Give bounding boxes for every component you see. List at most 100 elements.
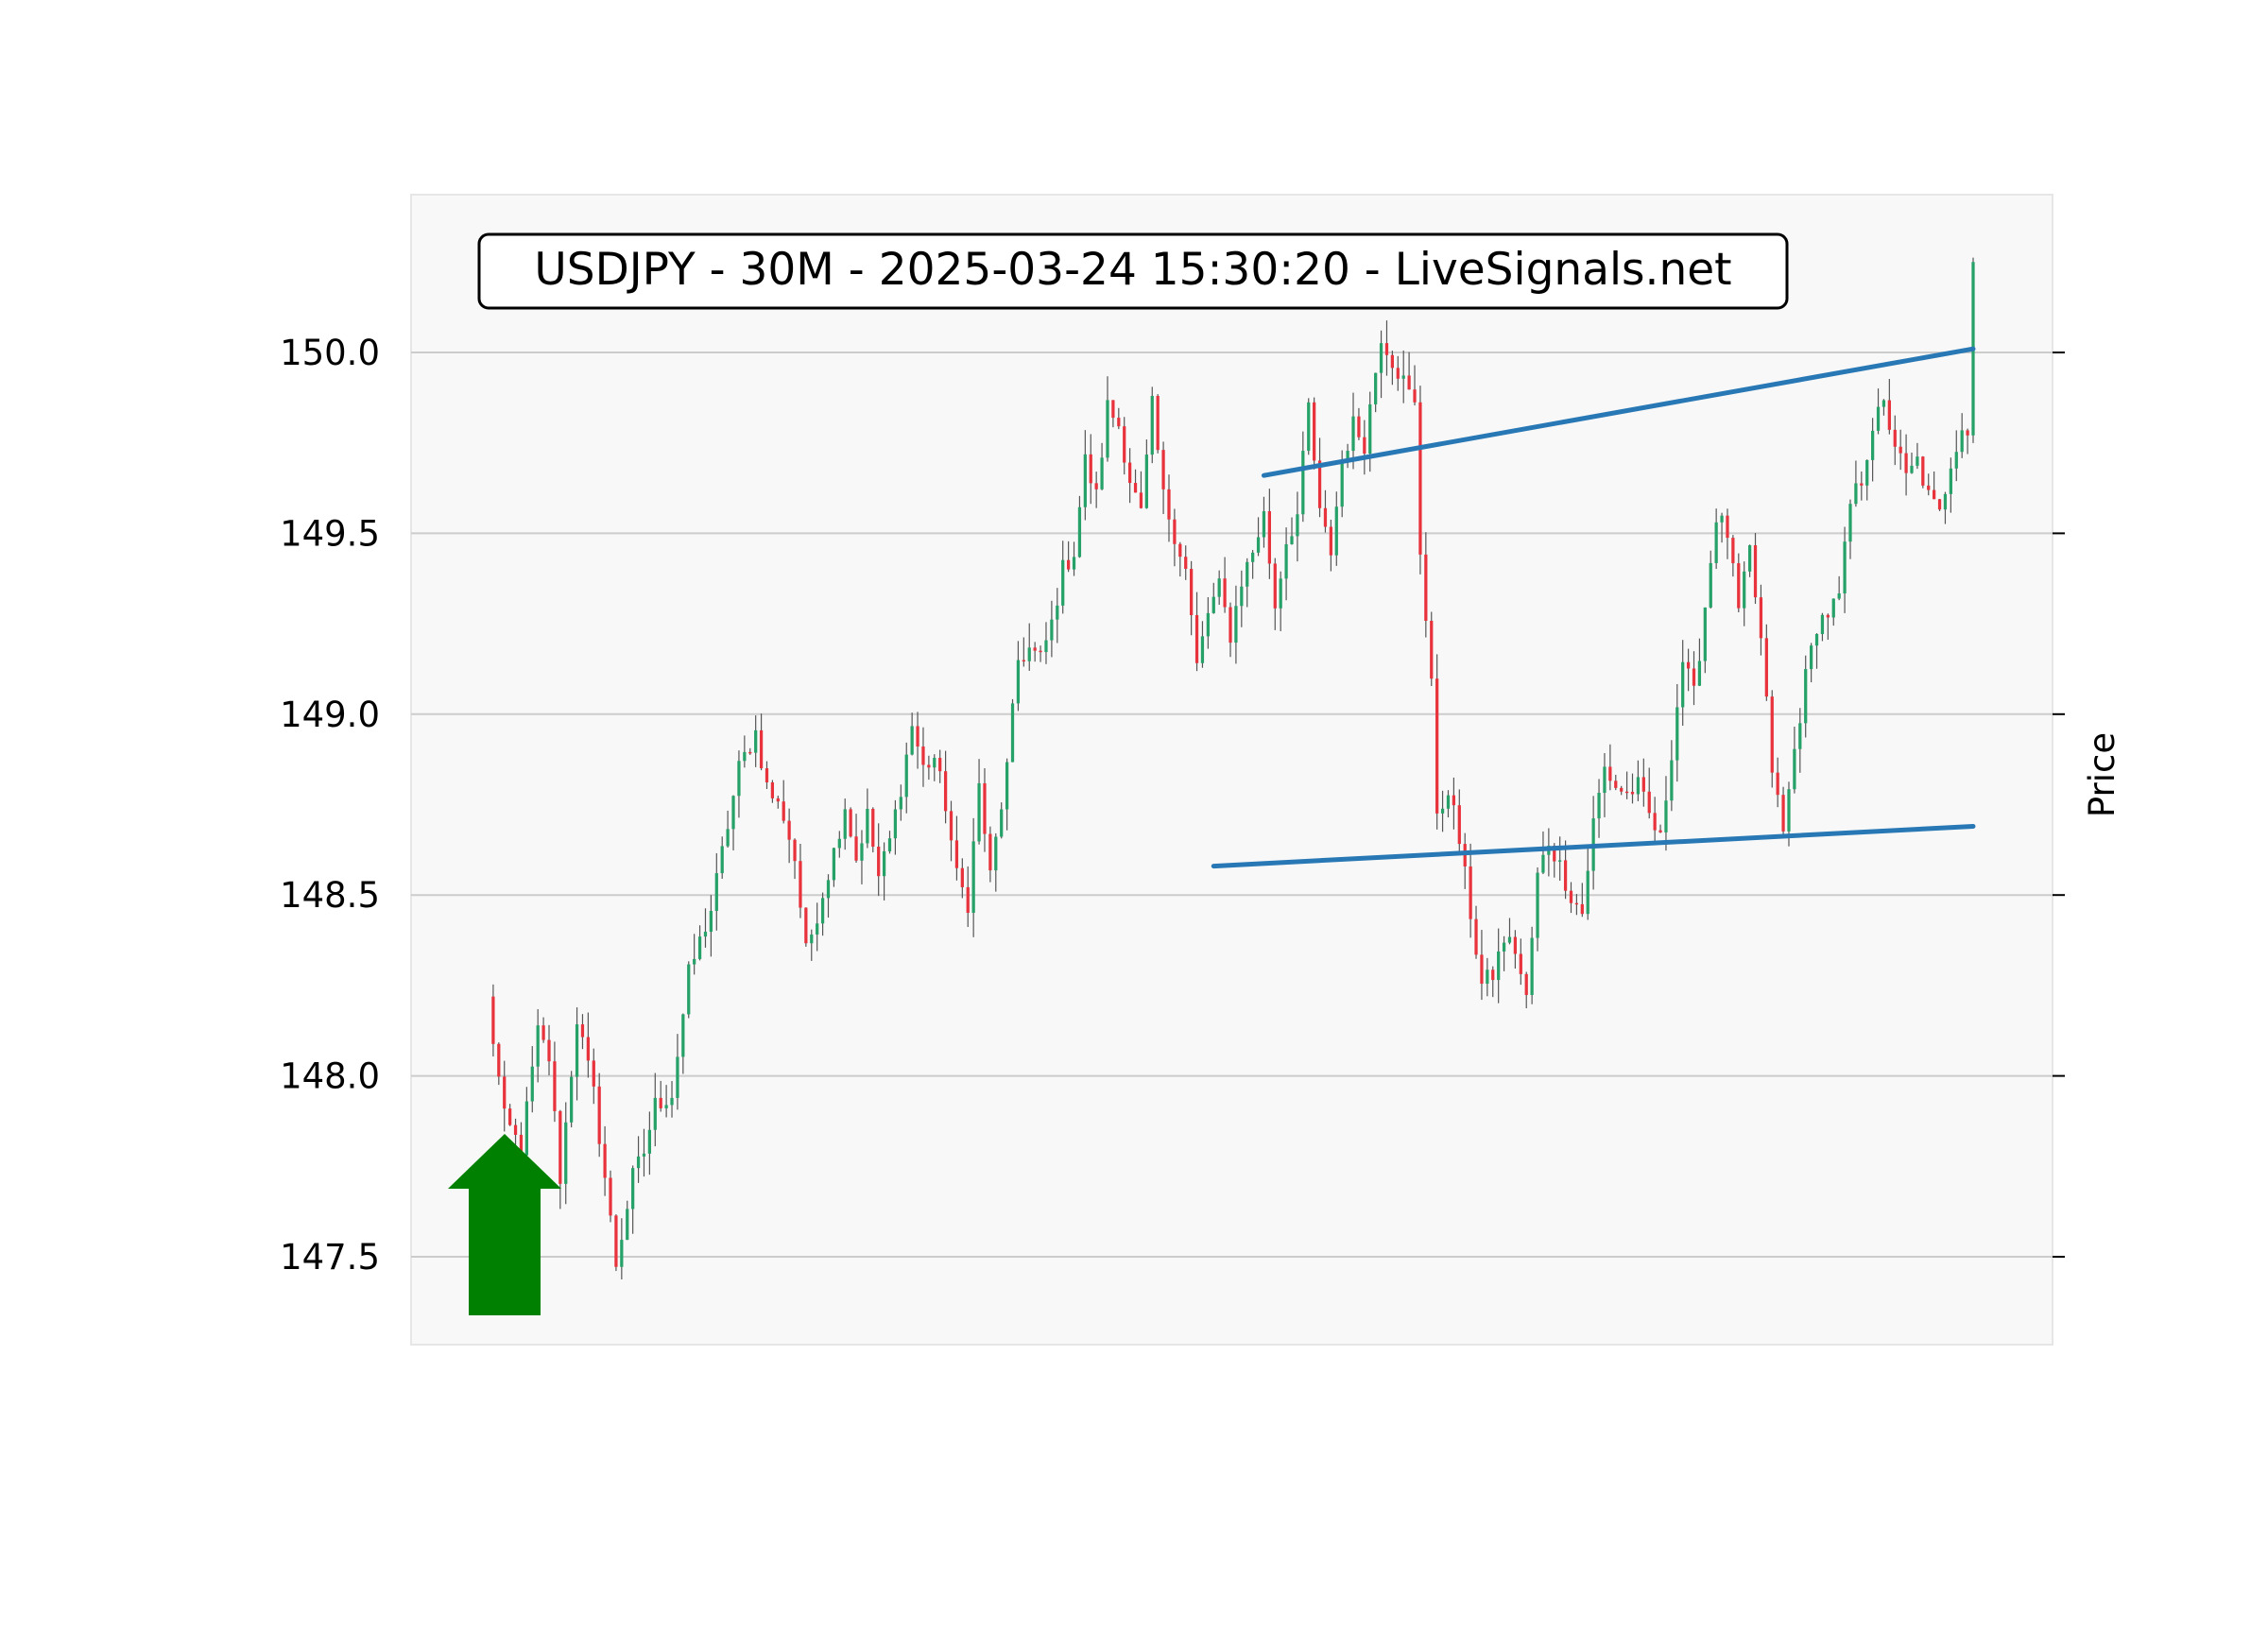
candle (1870, 418, 1875, 482)
candle (1620, 785, 1624, 796)
candle (1396, 355, 1400, 391)
candle (1697, 638, 1702, 687)
candle (1530, 926, 1534, 1004)
candle-body-down (1123, 426, 1126, 463)
candle-body-down (1524, 973, 1528, 995)
candle-body-up (1106, 400, 1109, 458)
candle-body-down (1781, 795, 1785, 832)
candle (1296, 491, 1299, 562)
candle (1770, 690, 1774, 788)
candle (1066, 540, 1071, 573)
candle (1173, 508, 1177, 567)
candle-body-down (1614, 781, 1618, 788)
candle-body-up (1056, 605, 1059, 620)
candle (899, 784, 902, 821)
candle-body-up (816, 923, 819, 935)
candle-body-up (1016, 660, 1021, 704)
candle-body-down (1167, 489, 1171, 520)
candle (1027, 623, 1031, 671)
candle-body-up (882, 850, 886, 877)
candle-body-down (553, 1061, 557, 1111)
candle (1843, 526, 1847, 613)
candle (1491, 966, 1495, 998)
candle (943, 750, 948, 824)
candle (1223, 557, 1227, 613)
candle (1156, 394, 1160, 454)
candle (1313, 397, 1316, 470)
candle (1262, 496, 1266, 548)
candle (748, 747, 752, 755)
candle-body-up (1010, 703, 1015, 763)
candle-body-up (1251, 552, 1255, 562)
candle-body-up (1440, 808, 1445, 814)
candle-body-down (519, 1134, 524, 1156)
candle-body-up (810, 934, 814, 944)
candle-body-down (1173, 519, 1177, 544)
candle (1848, 499, 1852, 559)
candle-body-down (765, 768, 769, 782)
candle-body-down (770, 781, 775, 798)
candle-body-down (1133, 483, 1138, 493)
candle (1793, 727, 1796, 794)
candle (887, 831, 892, 854)
candle-body-up (1072, 557, 1076, 570)
candle (1111, 400, 1115, 428)
candle-body-down (1194, 614, 1199, 663)
candle (793, 838, 797, 880)
candle-body-up (524, 1101, 528, 1156)
candle (1624, 771, 1629, 799)
candle (1089, 434, 1092, 505)
candle (1927, 473, 1931, 496)
candle (1379, 330, 1383, 399)
candle (1960, 413, 1964, 458)
candle-body-down (1553, 846, 1556, 862)
candle-body-down (1267, 511, 1271, 564)
candle (949, 800, 954, 862)
candle (966, 866, 970, 927)
candle-body-down (547, 1039, 551, 1062)
candle (1077, 495, 1082, 558)
candle-body-up (1100, 457, 1104, 489)
candle-body-up (1351, 416, 1355, 452)
candle-body-up (1881, 400, 1886, 407)
candle (659, 1080, 662, 1112)
candle-body-up (670, 1097, 674, 1106)
candle-body-up (687, 964, 691, 1015)
candle-body-down (1313, 402, 1316, 461)
candle (1887, 378, 1891, 435)
candle-body-up (1714, 522, 1718, 563)
candle (1536, 866, 1539, 952)
candle (1184, 545, 1188, 580)
candle (1804, 655, 1808, 738)
candle (759, 713, 764, 771)
candle-body-down (541, 1025, 545, 1040)
candle (626, 1200, 629, 1241)
candle (810, 929, 814, 961)
candle (1743, 561, 1746, 626)
candle (1351, 392, 1355, 470)
candle (1709, 550, 1712, 609)
candle-body-up (653, 1097, 657, 1130)
candle-body-down (1491, 969, 1495, 981)
candle (1246, 558, 1249, 608)
candle (1703, 607, 1707, 674)
candle-body-up (904, 754, 908, 798)
candle-body-up (1949, 468, 1952, 494)
candle-body-down (1033, 647, 1037, 651)
candle-body-down (1329, 526, 1333, 556)
candle-body-down (1390, 354, 1395, 369)
candle-body-up (1379, 343, 1383, 373)
candle-body-down (1435, 678, 1439, 814)
candle-body-up (530, 1066, 534, 1102)
candle (1094, 472, 1098, 508)
candle-body-up (893, 809, 898, 839)
candle-body-down (1630, 791, 1635, 795)
candle (1284, 527, 1288, 601)
candle-body-down (1228, 607, 1232, 643)
candle-body-up (1536, 872, 1539, 938)
candle (1290, 517, 1294, 545)
candle (921, 727, 925, 787)
candle-body-up (820, 898, 825, 924)
candle-body-down (1223, 578, 1227, 608)
